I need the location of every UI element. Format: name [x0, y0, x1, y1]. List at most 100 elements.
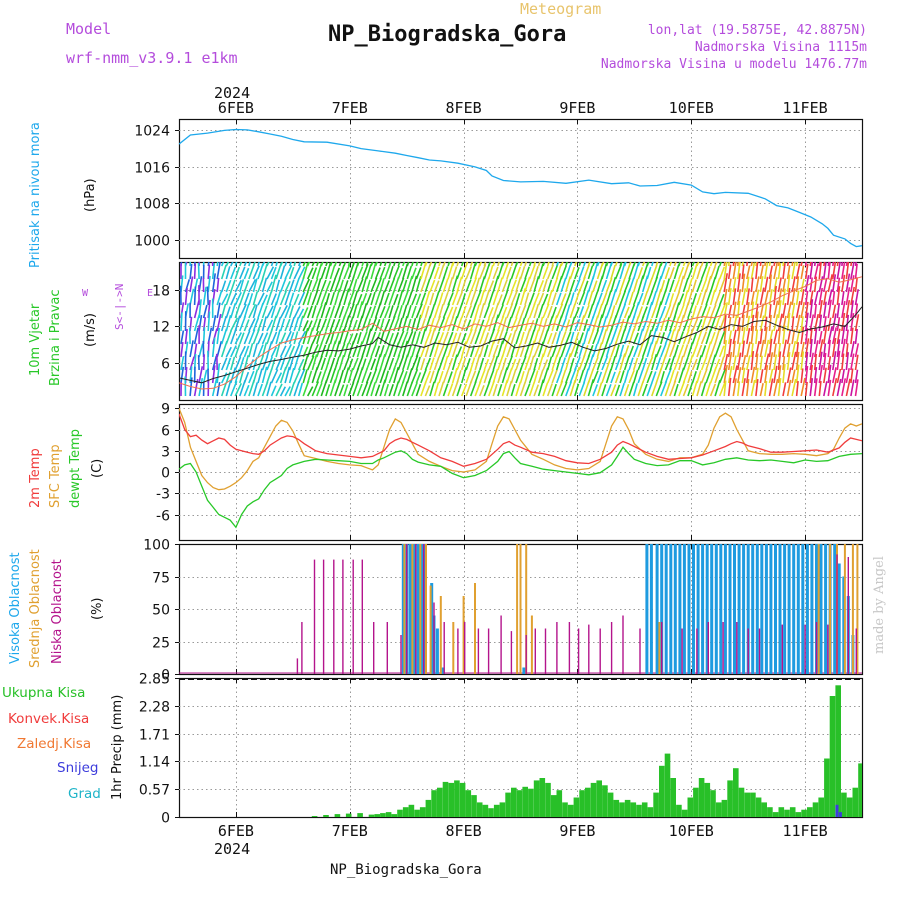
precip-bar-total	[693, 787, 699, 817]
wind-barb	[746, 378, 750, 397]
wind-barb	[809, 299, 814, 319]
wind-barb	[827, 326, 833, 345]
cloud-bar-srednja	[817, 544, 820, 674]
wind-barb	[456, 302, 463, 319]
wind-barb	[623, 384, 630, 397]
wind-barb	[750, 290, 755, 306]
cloud-bar-visoka	[416, 544, 420, 674]
wind-barb	[180, 366, 185, 384]
wind-barb	[682, 262, 686, 267]
wind-barb	[252, 304, 258, 319]
wind-barb	[809, 364, 813, 384]
wind-barb	[705, 315, 713, 332]
dewpoint-temp-line	[179, 446, 862, 529]
wind-barb	[533, 303, 540, 319]
cloud-bar-visoka	[783, 544, 787, 674]
precip-bar-total	[761, 802, 767, 817]
wind-barb	[433, 382, 440, 397]
wind-barb	[823, 290, 828, 306]
wind-barb	[718, 316, 726, 332]
wind-barb	[646, 382, 653, 397]
wind-barb	[325, 262, 332, 280]
wind-barb	[234, 262, 238, 267]
wind-barb	[220, 328, 228, 345]
wind-barb	[664, 382, 671, 397]
wind-barb	[279, 345, 287, 358]
wind-barb	[279, 290, 287, 306]
precip-bar-total	[641, 802, 648, 817]
wind-barb	[261, 381, 269, 397]
wind-barb	[306, 262, 311, 267]
wind-barb	[723, 325, 727, 345]
wind-barb	[660, 262, 664, 267]
wind-barb	[682, 356, 689, 371]
wind-barb	[515, 343, 522, 358]
wind-barb	[750, 379, 756, 397]
cloud-bar-niska	[707, 622, 709, 674]
wind-barb	[302, 355, 309, 371]
wind-barb	[850, 368, 854, 384]
wind-barb	[592, 262, 599, 280]
wind-barb	[266, 328, 273, 345]
wind-barb	[714, 358, 721, 371]
wind-barb	[393, 366, 400, 384]
wind-barb	[302, 320, 309, 332]
wind-barb	[338, 290, 346, 306]
wind-barb	[429, 317, 435, 332]
wind-barb	[750, 366, 756, 384]
cloud-bar-niska	[301, 622, 303, 674]
wind-barb	[700, 382, 707, 397]
wind-barb	[248, 293, 254, 306]
wind-barb	[610, 276, 617, 293]
wind-barb	[777, 325, 782, 345]
wind-barb	[189, 263, 193, 280]
wind-barb	[741, 264, 745, 280]
cloud-bar-srednja	[462, 596, 465, 674]
wind-barb	[845, 273, 851, 293]
wind-barb	[293, 343, 301, 358]
wind-barb	[623, 277, 631, 293]
precip-bar-total	[647, 807, 654, 817]
cloud-bar-niska	[386, 622, 388, 674]
wind-barb	[320, 357, 327, 371]
wind-barb	[709, 289, 716, 306]
cloud-bar-niska	[500, 615, 502, 674]
wind-barb	[818, 276, 824, 293]
wind-barb	[519, 355, 527, 371]
wind-barb	[696, 381, 702, 397]
wind-barb	[813, 290, 819, 306]
wind-barb	[239, 289, 246, 306]
wind-barb	[356, 355, 364, 371]
cloud-bar-visoka	[728, 544, 732, 674]
wind-barb	[497, 354, 504, 371]
wind-barb	[605, 384, 612, 397]
wind-barb	[492, 302, 500, 319]
wind-barb	[234, 356, 242, 371]
wind-barb	[497, 262, 500, 267]
wind-barb	[777, 313, 783, 332]
cloud-bar-niska	[747, 628, 749, 674]
wind-barb	[755, 262, 758, 267]
wind-barb	[596, 371, 603, 384]
wind-barb	[646, 318, 653, 332]
wind-barb	[813, 276, 818, 293]
wind-barb	[492, 355, 499, 371]
wind-barb	[850, 379, 855, 397]
wind-barb	[325, 355, 332, 371]
wind-barb	[415, 314, 422, 332]
wind-barb	[180, 262, 183, 267]
wind-barb	[682, 344, 689, 358]
wind-barb	[632, 262, 637, 267]
wind-barb	[574, 318, 581, 332]
wind-barb	[220, 372, 228, 384]
wind-barb	[741, 340, 745, 358]
wind-barb	[239, 332, 245, 345]
wind-barb	[433, 356, 440, 371]
wind-barb	[234, 315, 241, 332]
wind-barb	[596, 303, 603, 319]
wind-barb	[438, 276, 445, 293]
wind-barb	[646, 266, 652, 280]
y-tick-label-temperature: -3	[156, 487, 170, 503]
wind-barb	[664, 317, 670, 332]
date-label-top: 10FEB	[669, 99, 714, 117]
